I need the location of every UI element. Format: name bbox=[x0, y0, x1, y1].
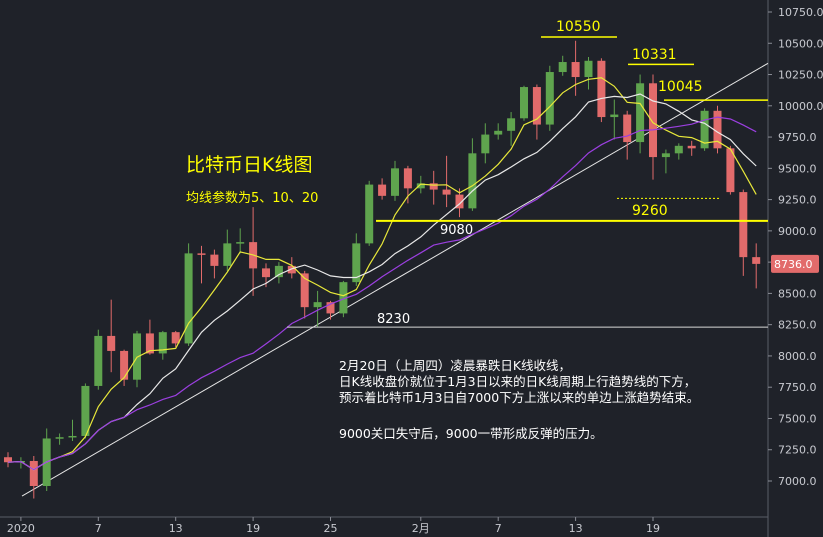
chart-title: 比特币日K线图 bbox=[186, 154, 312, 176]
y-tick-label: 9000.0 bbox=[778, 225, 817, 238]
candle-body bbox=[145, 333, 154, 354]
candle-body bbox=[674, 145, 683, 154]
y-tick-label: 8000.0 bbox=[778, 350, 817, 363]
candle-body bbox=[223, 243, 232, 266]
candle-body bbox=[520, 87, 528, 119]
x-tick-label: 13 bbox=[569, 522, 583, 535]
candle-body bbox=[197, 253, 206, 255]
annotation-line-1: 2月20日（上周四）凌晨暴跌日K线收线， bbox=[339, 358, 571, 373]
annotation-line-5: 9000关口失守后，9000一带形成反弹的压力。 bbox=[339, 426, 603, 441]
candle-body bbox=[584, 60, 593, 78]
candle-body bbox=[713, 110, 722, 149]
current-price-tag bbox=[771, 254, 819, 273]
level-8230-label: 8230 bbox=[377, 312, 410, 327]
level-10550-label: 10550 bbox=[556, 19, 601, 35]
level-10045-label: 10045 bbox=[658, 79, 703, 95]
candle-body bbox=[481, 134, 490, 154]
x-tick-label: 2月 bbox=[412, 522, 430, 535]
candle-body bbox=[752, 257, 761, 264]
candle-body bbox=[494, 130, 503, 135]
ma-10-line bbox=[7, 93, 757, 471]
candle-body bbox=[610, 114, 619, 118]
x-tick-label: 19 bbox=[246, 522, 260, 535]
candle-body bbox=[55, 437, 64, 439]
y-tick-label: 10750.0 bbox=[778, 6, 823, 19]
y-tick-label: 8500.0 bbox=[778, 287, 817, 300]
candle-body bbox=[726, 148, 735, 193]
y-tick-label: 7000.0 bbox=[778, 475, 817, 488]
candle-body bbox=[571, 62, 580, 78]
candle-body bbox=[507, 118, 516, 131]
candle-body bbox=[262, 268, 270, 278]
candle-body bbox=[455, 194, 464, 209]
candle-body bbox=[184, 253, 193, 344]
y-tick-label: 9500.0 bbox=[778, 162, 817, 175]
candle-body bbox=[700, 110, 709, 149]
annotation-line-3: 预示着比特币1月3日自7000下方上涨以来的单边上涨趋势结束。 bbox=[339, 390, 699, 405]
y-tick-label: 10000.0 bbox=[778, 100, 823, 113]
ma-5-line bbox=[7, 77, 757, 471]
x-tick-label: 19 bbox=[646, 522, 660, 535]
candle-body bbox=[29, 460, 38, 487]
y-tick-label: 7250.0 bbox=[778, 444, 817, 457]
x-tick-label: 7 bbox=[95, 522, 102, 535]
x-tick-label: 25 bbox=[324, 522, 338, 535]
candle-body bbox=[326, 302, 335, 314]
candle-body bbox=[236, 242, 245, 244]
y-tick-label: 9750.0 bbox=[778, 131, 817, 144]
candle-body bbox=[687, 145, 696, 149]
level-9260-label: 9260 bbox=[632, 203, 668, 219]
y-tick-label: 9250.0 bbox=[778, 194, 817, 207]
chart-subtitle: 均线参数为5、10、20 bbox=[186, 190, 318, 206]
candle-body bbox=[636, 83, 645, 143]
y-tick-label: 10250.0 bbox=[778, 69, 823, 82]
candle-body bbox=[287, 265, 296, 274]
level-10331-label: 10331 bbox=[632, 47, 677, 63]
candle-body bbox=[81, 385, 90, 436]
candle-body bbox=[210, 254, 219, 266]
candle-body bbox=[300, 273, 309, 308]
candle-body bbox=[365, 184, 374, 244]
candle-body bbox=[339, 282, 348, 314]
candle-body bbox=[739, 192, 748, 258]
candle-body bbox=[532, 87, 541, 125]
ma-20-line bbox=[7, 116, 757, 471]
candle-body bbox=[558, 62, 567, 73]
candle-body bbox=[4, 457, 12, 463]
level-9080-label: 9080 bbox=[440, 223, 473, 238]
y-tick-label: 7750.0 bbox=[778, 381, 817, 394]
candle-body bbox=[416, 183, 425, 189]
candle-body bbox=[352, 243, 361, 283]
y-tick-label: 8250.0 bbox=[778, 319, 817, 332]
x-tick-label: 2020 bbox=[7, 522, 35, 535]
candle-body bbox=[661, 153, 670, 158]
candle-body bbox=[171, 332, 180, 344]
candle-body bbox=[442, 189, 451, 195]
candle-body bbox=[313, 302, 322, 308]
candle-body bbox=[545, 72, 554, 125]
candle-body bbox=[120, 350, 129, 380]
candle-body bbox=[274, 265, 283, 278]
candle-body bbox=[597, 60, 606, 118]
current-price-label: 8736.0 bbox=[774, 258, 813, 271]
candle-body bbox=[68, 435, 77, 438]
x-tick-label: 7 bbox=[495, 522, 502, 535]
candle-body bbox=[378, 184, 387, 196]
candle-body bbox=[107, 335, 116, 351]
y-tick-label: 7500.0 bbox=[778, 412, 817, 425]
candle-body bbox=[468, 153, 477, 209]
candle-body bbox=[391, 168, 399, 196]
x-tick-label: 13 bbox=[169, 522, 183, 535]
candle-body bbox=[403, 168, 412, 189]
candle-body bbox=[94, 335, 103, 386]
candle-body bbox=[623, 114, 632, 143]
annotation-line-2: 日K线收盘价就位于1月3日以来的日K线周期上行趋势线的下方， bbox=[339, 374, 696, 389]
candle-body bbox=[158, 332, 167, 354]
y-tick-label: 10500.0 bbox=[778, 37, 823, 50]
candle-body bbox=[649, 83, 657, 158]
candle-body bbox=[429, 183, 438, 190]
